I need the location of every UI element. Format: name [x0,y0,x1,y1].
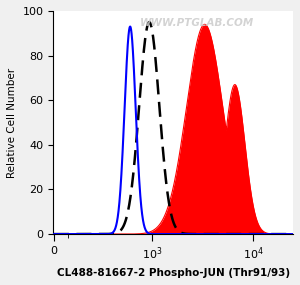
Text: WWW.PTGLAB.COM: WWW.PTGLAB.COM [140,18,254,28]
Y-axis label: Relative Cell Number: Relative Cell Number [7,68,17,178]
X-axis label: CL488-81667-2 Phospho-JUN (Thr91/93): CL488-81667-2 Phospho-JUN (Thr91/93) [57,268,290,278]
